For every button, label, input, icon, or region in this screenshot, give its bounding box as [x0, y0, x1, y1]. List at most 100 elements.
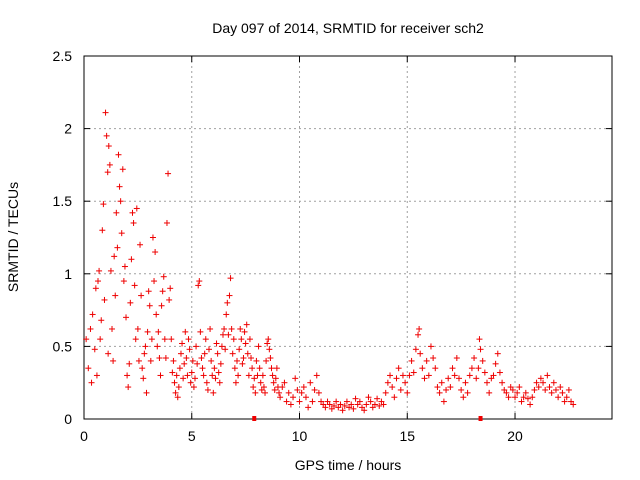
- data-point: [121, 263, 128, 270]
- data-point: [127, 299, 134, 306]
- axis-marker: [252, 416, 257, 421]
- data-point: [229, 350, 236, 357]
- data-point: [531, 386, 538, 393]
- data-point: [287, 401, 294, 408]
- data-point: [296, 398, 303, 405]
- x-tick-label: 5: [188, 428, 196, 444]
- data-point: [117, 198, 124, 205]
- data-point: [343, 398, 350, 405]
- data-point: [494, 350, 501, 357]
- data-point: [91, 346, 98, 353]
- axis-marker: [478, 416, 483, 421]
- data-point: [172, 389, 179, 396]
- data-point: [92, 285, 99, 292]
- data-point: [198, 355, 205, 362]
- data-point: [252, 389, 259, 396]
- data-point: [111, 253, 118, 260]
- data-point: [200, 372, 207, 379]
- data-point: [309, 398, 316, 405]
- data-point: [417, 350, 424, 357]
- data-point: [476, 336, 483, 343]
- data-point: [427, 343, 434, 350]
- data-point: [533, 379, 540, 386]
- data-point: [341, 402, 348, 409]
- data-point: [458, 386, 465, 393]
- data-point: [184, 372, 191, 379]
- data-point: [548, 389, 555, 396]
- data-point: [391, 394, 398, 401]
- data-point: [440, 398, 447, 405]
- data-point: [311, 386, 318, 393]
- data-point: [110, 357, 117, 364]
- data-point: [389, 384, 396, 391]
- data-point: [263, 357, 270, 364]
- data-point: [190, 384, 197, 391]
- data-point: [209, 372, 216, 379]
- data-point: [223, 311, 230, 318]
- data-point: [224, 299, 231, 306]
- data-point: [546, 384, 553, 391]
- data-point: [241, 328, 248, 335]
- data-point: [376, 402, 383, 409]
- data-point: [313, 372, 320, 379]
- data-point: [118, 230, 125, 237]
- data-point: [484, 379, 491, 386]
- data-point: [561, 398, 568, 405]
- data-point: [134, 325, 141, 332]
- data-point: [151, 278, 158, 285]
- data-point: [259, 372, 266, 379]
- data-point: [434, 384, 441, 391]
- data-point: [103, 132, 110, 139]
- data-point: [205, 346, 212, 353]
- data-point: [384, 379, 391, 386]
- data-point: [550, 379, 557, 386]
- data-point: [290, 394, 297, 401]
- data-point: [218, 343, 225, 350]
- data-point: [527, 401, 534, 408]
- data-point: [88, 379, 95, 386]
- data-point: [101, 296, 108, 303]
- data-point: [216, 379, 223, 386]
- data-point: [552, 386, 559, 393]
- data-point: [499, 379, 506, 386]
- data-point: [423, 357, 430, 364]
- data-point: [352, 395, 359, 402]
- data-point: [170, 357, 177, 364]
- data-point: [443, 386, 450, 393]
- data-point: [393, 375, 400, 382]
- data-point: [322, 404, 329, 411]
- y-tick-label: 0.5: [53, 338, 73, 354]
- data-point: [481, 369, 488, 376]
- data-point: [544, 372, 551, 379]
- data-point: [399, 372, 406, 379]
- data-point: [363, 401, 370, 408]
- data-point: [272, 375, 279, 382]
- data-point: [238, 336, 245, 343]
- data-point: [148, 336, 155, 343]
- data-point: [496, 369, 503, 376]
- data-point: [141, 350, 148, 357]
- data-point: [540, 379, 547, 386]
- x-tick-label: 20: [507, 428, 523, 444]
- data-point: [106, 161, 113, 168]
- data-point: [464, 389, 471, 396]
- data-point: [182, 328, 189, 335]
- data-point: [449, 365, 456, 372]
- data-point: [139, 365, 146, 372]
- data-point: [98, 317, 105, 324]
- plot-frame: [83, 55, 613, 420]
- data-point: [105, 350, 112, 357]
- data-point: [387, 372, 394, 379]
- data-point: [447, 384, 454, 391]
- data-point: [249, 365, 256, 372]
- data-point: [95, 278, 102, 285]
- data-point: [563, 394, 570, 401]
- data-point: [109, 325, 116, 332]
- data-point: [194, 360, 201, 367]
- x-tick-label: 15: [399, 428, 415, 444]
- data-point: [466, 372, 473, 379]
- data-point: [473, 375, 480, 382]
- y-axis-label: SRMTID / TECUs: [5, 182, 21, 292]
- data-point: [555, 394, 562, 401]
